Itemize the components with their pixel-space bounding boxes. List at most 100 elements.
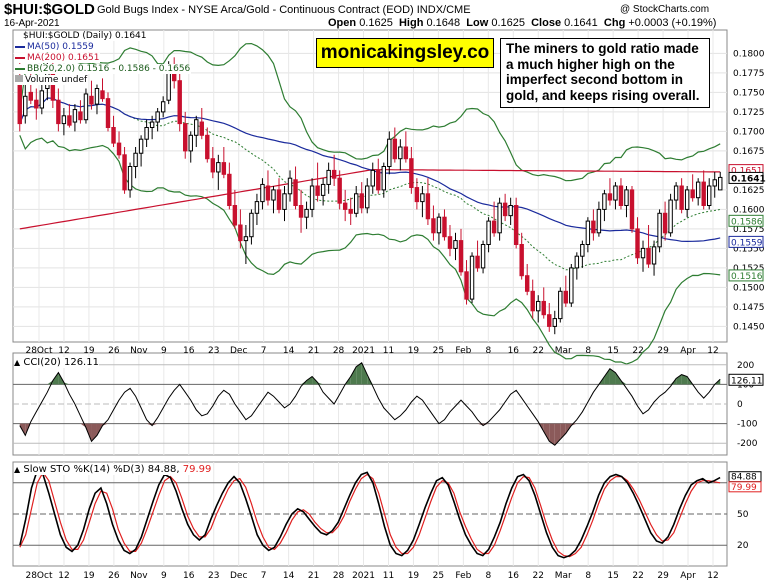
ohlc-readout: Open 0.1625 High 0.1648 Low 0.1625 Close… (328, 17, 716, 29)
candle-body (679, 185, 684, 210)
candle-body (442, 216, 447, 238)
price-tick-label: 0.1550 (733, 244, 765, 254)
candle-body (607, 193, 613, 201)
candle-body (254, 201, 260, 214)
candle-body (354, 193, 359, 214)
candle-body (684, 189, 690, 210)
price-tag-box (728, 214, 764, 227)
price-tag-box (728, 269, 764, 282)
candle-body (701, 181, 706, 207)
x-axis-label: 8 (485, 346, 491, 356)
candle-body (28, 91, 33, 101)
low-value: 0.1625 (491, 17, 525, 29)
x-axis-label-bottom: 23 (208, 571, 219, 581)
x-axis-label-bottom: 7 (261, 571, 267, 581)
candle-body (464, 271, 469, 300)
high-label: High (398, 17, 424, 29)
candle-body (635, 228, 640, 259)
sto-tick-label: 50 (737, 510, 749, 520)
candle-body (519, 244, 524, 277)
x-axis-label: 11 (383, 346, 394, 356)
candle-body (618, 185, 624, 206)
candle-body (188, 134, 193, 152)
x-axis-label: 25 (433, 346, 444, 356)
candle-body (409, 158, 414, 189)
open-label: Open (328, 17, 357, 29)
candle-body (221, 162, 227, 175)
x-axis-label: 19 (408, 346, 420, 356)
candle-body (491, 220, 497, 234)
candle-body (657, 212, 662, 248)
cci-icon: ▲ (14, 358, 21, 367)
cci-overbought-fill (350, 366, 357, 385)
candle-body (127, 166, 133, 191)
x-axis-label: 19 (83, 346, 95, 356)
x-axis-label-bottom: 16 (183, 571, 195, 581)
candle-body (232, 205, 238, 226)
candle-body (78, 111, 83, 121)
x-axis-label-bottom: 12 (58, 571, 69, 581)
sto-icon: ▲ (14, 465, 21, 474)
candle-body (596, 208, 602, 234)
candle-body (111, 127, 116, 144)
cci-tick-label: -200 (737, 439, 758, 449)
chg-label: Chg (603, 17, 626, 29)
close-label: Close (531, 17, 562, 29)
cci-last-value: 126.11 (731, 376, 763, 386)
candle-body (183, 123, 188, 152)
x-axis-label-bottom: Apr (680, 571, 696, 581)
cci-oversold-fill (91, 423, 97, 442)
sto-title: ▲ Slow STO %K(14) %D(3) 84.88, 79.99 (14, 464, 212, 475)
x-axis-label: 28 (333, 346, 345, 356)
candle-body (94, 88, 100, 105)
candle-body (718, 176, 723, 191)
x-axis-label-bottom: 8 (585, 571, 591, 581)
candle-body (574, 255, 580, 269)
candle-body (210, 158, 216, 173)
price-tick-label: 0.1525 (733, 264, 765, 274)
cci-line (19, 362, 721, 446)
candle-body (453, 240, 458, 249)
cci-overbought-fill (306, 376, 313, 385)
candle-body (398, 146, 403, 160)
candle-body (376, 169, 381, 191)
candle-body (502, 202, 508, 217)
cci-overbought-fill (356, 362, 362, 385)
x-axis-label: 12 (58, 346, 69, 356)
candle-body (558, 290, 563, 320)
close-value: 0.1641 (564, 17, 598, 29)
x-axis-label: 14 (283, 346, 295, 356)
candle-body (144, 127, 149, 140)
candle-body (39, 90, 45, 109)
price-tick-label: 0.1500 (733, 283, 765, 293)
sto-tick-label: 20 (737, 541, 749, 551)
x-axis-label: 12 (707, 346, 718, 356)
cci-oversold-fill (543, 423, 550, 442)
x-axis-label-bottom: 21 (308, 571, 319, 581)
x-axis-label: 16 (183, 346, 195, 356)
x-axis-label: 22 (632, 346, 643, 356)
price-tick-label: 0.1575 (733, 225, 765, 235)
watermark: monicakingsley.co (316, 38, 494, 68)
candle-body (138, 138, 144, 154)
price-tick-label: 0.1625 (733, 186, 765, 196)
candle-body (486, 220, 491, 246)
x-axis-label: 2021 (352, 346, 375, 356)
candle-body (271, 189, 276, 201)
cci-tick-label: -100 (737, 420, 758, 430)
x-axis-label: 21 (308, 346, 319, 356)
candle-body (116, 142, 122, 156)
cci-tick-label: 0 (737, 400, 743, 410)
candle-body (56, 99, 61, 125)
annotation-box: The miners to gold ratio made a much hig… (500, 38, 710, 108)
ma200-swatch-icon (15, 56, 25, 59)
x-axis-label: 23 (208, 346, 219, 356)
price-tick-label: 0.1775 (733, 69, 765, 79)
candle-body (707, 185, 712, 206)
x-axis-label-bottom: 26 (108, 571, 120, 581)
candle-body (194, 119, 199, 136)
candle-body (155, 111, 160, 123)
chart-symbol: $HUI:$GOLD (4, 1, 95, 18)
candle-body (315, 185, 320, 196)
sto-k-line (19, 468, 721, 559)
